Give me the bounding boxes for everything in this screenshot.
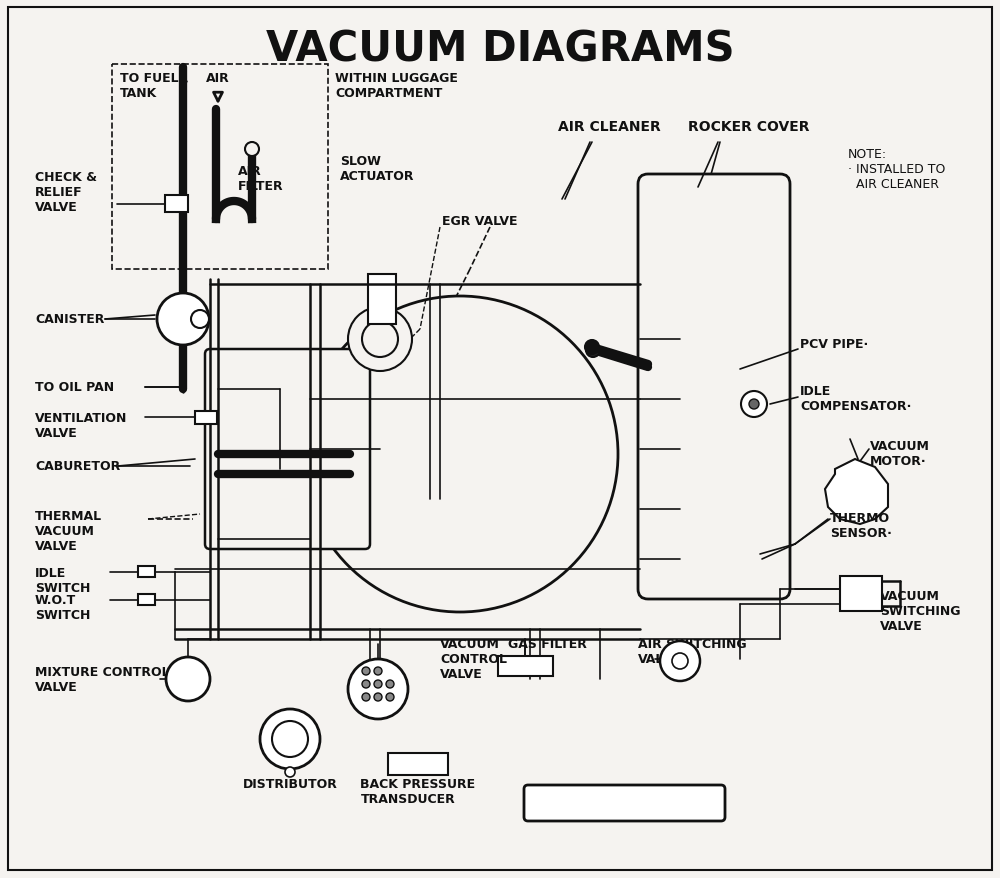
Circle shape [245, 143, 259, 157]
Text: NOTE:
· INSTALLED TO
  AIR CLEANER: NOTE: · INSTALLED TO AIR CLEANER [848, 148, 945, 191]
Text: DISTRIBUTOR: DISTRIBUTOR [243, 777, 337, 790]
Text: IDLE
COMPENSATOR·: IDLE COMPENSATOR· [800, 385, 911, 413]
Circle shape [749, 399, 759, 409]
FancyBboxPatch shape [205, 349, 370, 550]
Text: TO FUEL
TANK: TO FUEL TANK [120, 72, 179, 100]
Bar [138, 566, 155, 578]
Text: u<: u< [171, 197, 181, 203]
Text: AIR: AIR [206, 72, 230, 85]
FancyBboxPatch shape [524, 785, 725, 821]
Bar [388, 753, 448, 775]
Circle shape [260, 709, 320, 769]
Text: AIR
FILTER: AIR FILTER [238, 165, 284, 193]
Text: VACUUM
CONTROL
VALVE: VACUUM CONTROL VALVE [440, 637, 507, 680]
Circle shape [374, 667, 382, 675]
Circle shape [741, 392, 767, 418]
Text: IDLE
SWITCH: IDLE SWITCH [35, 566, 90, 594]
Text: EGR VALVE: EGR VALVE [442, 215, 518, 227]
Circle shape [362, 680, 370, 688]
Circle shape [672, 653, 688, 669]
Circle shape [191, 311, 209, 328]
Bar [498, 656, 553, 676]
Text: THERMO
SENSOR·: THERMO SENSOR· [830, 511, 892, 539]
Circle shape [166, 658, 210, 702]
Circle shape [157, 293, 209, 346]
Text: CHECK &
RELIEF
VALVE: CHECK & RELIEF VALVE [35, 171, 97, 214]
Circle shape [386, 680, 394, 688]
Text: TO OIL PAN: TO OIL PAN [35, 381, 114, 394]
Text: VACUUM DIAGRAMS: VACUUM DIAGRAMS [266, 28, 734, 70]
Circle shape [302, 297, 618, 612]
Text: AIR SWITCHING
VALVE: AIR SWITCHING VALVE [638, 637, 747, 666]
Circle shape [272, 721, 308, 757]
Circle shape [585, 341, 599, 355]
Text: RADIATOR: RADIATOR [585, 807, 665, 821]
Text: SLOW
ACTUATOR: SLOW ACTUATOR [340, 155, 415, 183]
Bar [138, 594, 155, 605]
Polygon shape [825, 459, 888, 524]
Text: VACUUM
MOTOR·: VACUUM MOTOR· [870, 440, 930, 467]
Bar [368, 275, 396, 325]
Circle shape [285, 767, 295, 777]
Text: PCV PIPE·: PCV PIPE· [800, 338, 868, 351]
Bar [165, 196, 188, 212]
Text: CABURETOR: CABURETOR [35, 460, 120, 473]
Text: ROCKER COVER: ROCKER COVER [688, 120, 810, 133]
Text: W.O.T
SWITCH: W.O.T SWITCH [35, 594, 90, 622]
Text: CANISTER: CANISTER [35, 313, 104, 326]
Circle shape [348, 307, 412, 371]
Text: WITHIN LUGGAGE
COMPARTMENT: WITHIN LUGGAGE COMPARTMENT [335, 72, 458, 100]
Circle shape [660, 641, 700, 681]
Circle shape [362, 694, 370, 702]
Circle shape [374, 680, 382, 688]
Bar [195, 412, 217, 425]
Text: VENTILATION
VALVE: VENTILATION VALVE [35, 412, 127, 440]
Text: BACK PRESSURE
TRANSDUCER: BACK PRESSURE TRANSDUCER [360, 777, 476, 805]
Circle shape [374, 694, 382, 702]
Bar [840, 576, 882, 611]
Circle shape [362, 321, 398, 357]
Circle shape [362, 667, 370, 675]
Text: VACUUM
SWITCHING
VALVE: VACUUM SWITCHING VALVE [880, 589, 960, 632]
Text: AIR CLEANER: AIR CLEANER [558, 120, 661, 133]
Circle shape [586, 343, 600, 357]
Text: MIXTURE CONTROL
VALVE: MIXTURE CONTROL VALVE [35, 666, 170, 694]
Text: THERMAL
VACUUM
VALVE: THERMAL VACUUM VALVE [35, 509, 102, 552]
FancyBboxPatch shape [638, 175, 790, 600]
FancyBboxPatch shape [187, 270, 648, 677]
Text: GAS FILTER: GAS FILTER [508, 637, 587, 651]
Circle shape [386, 694, 394, 702]
Circle shape [348, 659, 408, 719]
